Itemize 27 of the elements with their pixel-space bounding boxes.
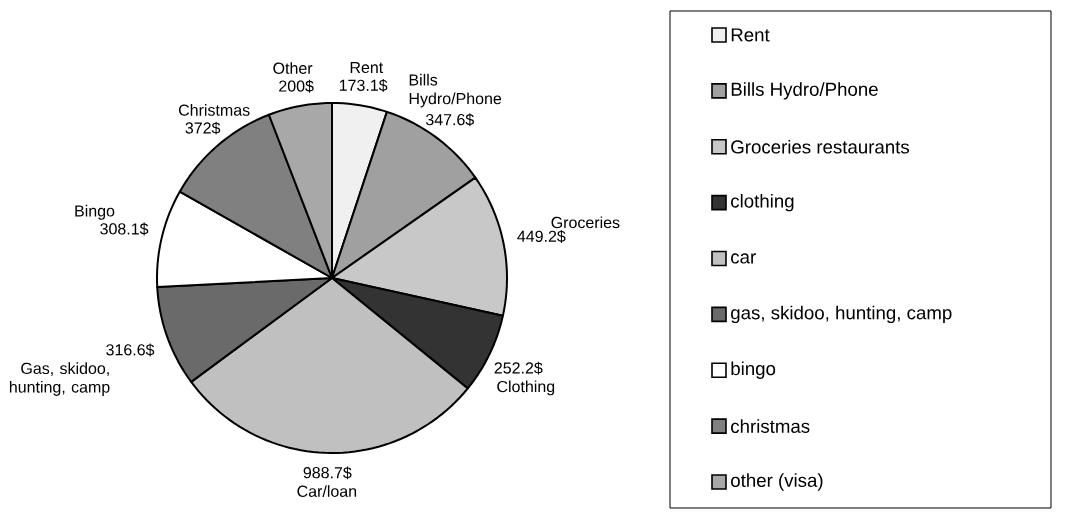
data-label: 316.6$ xyxy=(106,343,155,357)
data-label: 173.1$ xyxy=(339,78,388,92)
data-label: 449.2$ xyxy=(517,229,566,243)
data-label: 252.2$ xyxy=(494,361,543,375)
legend-label: gas, skidoo, hunting, camp xyxy=(731,305,952,324)
text: Gas, skidoo, hunting, camp xyxy=(9,362,110,396)
legend-label: Groceries restaurants xyxy=(731,139,910,154)
data-label: 347.6$ xyxy=(425,113,475,127)
text: Rent xyxy=(350,61,384,74)
legend-label: Bills Hydro/Phone xyxy=(731,82,878,100)
text: Bingo xyxy=(75,204,115,220)
text: Car/loan xyxy=(297,485,357,497)
data-label: 372$ xyxy=(185,121,221,135)
text: Clothing xyxy=(497,380,555,396)
legend-label: clothing xyxy=(731,193,794,212)
data-label: 988.7$ xyxy=(303,466,352,480)
text: Bills Hydro/Phone xyxy=(409,73,502,108)
text: Other xyxy=(273,62,313,74)
text: Groceries xyxy=(551,216,620,229)
legend-label: other (visa) xyxy=(731,473,823,491)
text: Christmas xyxy=(178,104,250,116)
legend-label: christmas xyxy=(731,419,810,433)
legend-label: Rent xyxy=(731,28,770,42)
data-label: 308.1$ xyxy=(100,222,149,236)
data-label: 200$ xyxy=(279,79,314,93)
legend-label: car xyxy=(731,253,756,264)
legend-label: bingo xyxy=(731,361,776,379)
